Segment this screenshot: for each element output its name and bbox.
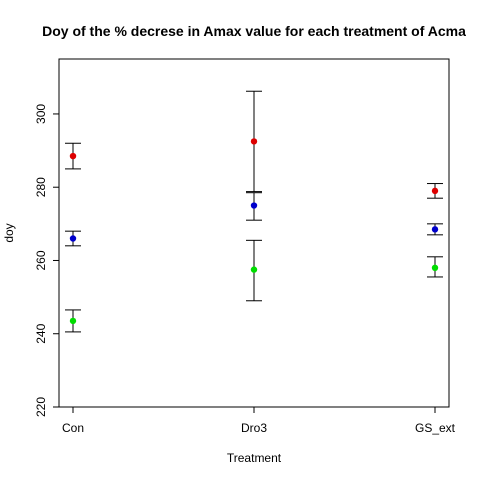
data-point xyxy=(69,152,77,160)
data-point xyxy=(250,138,258,145)
data-marks xyxy=(65,90,443,333)
data-point xyxy=(431,226,439,233)
y-axis-label: doy xyxy=(2,223,16,242)
x-tick-label: Con xyxy=(62,421,84,435)
data-point xyxy=(69,317,77,325)
data-point xyxy=(69,235,77,242)
x-tick-label: Dro3 xyxy=(241,421,267,435)
y-tick-label: 260 xyxy=(34,250,48,270)
data-point xyxy=(431,187,439,195)
data-point xyxy=(250,202,258,209)
chart-title: Doy of the % decrese in Amax value for e… xyxy=(42,23,466,39)
y-tick-label: 240 xyxy=(34,323,48,343)
series-0 xyxy=(65,90,443,199)
x-axis-label: Treatment xyxy=(227,451,282,465)
y-axis: 220 240 260 280 300 xyxy=(34,104,60,417)
y-tick-label: 280 xyxy=(34,177,48,197)
y-tick-label: 220 xyxy=(34,397,48,417)
data-point xyxy=(431,264,439,271)
series-2 xyxy=(65,239,443,333)
x-tick-label: GS_ext xyxy=(415,421,456,435)
x-axis: Con Dro3 GS_ext xyxy=(62,406,456,435)
series-1 xyxy=(65,192,443,247)
y-tick-label: 300 xyxy=(34,104,48,124)
data-point xyxy=(250,266,258,273)
